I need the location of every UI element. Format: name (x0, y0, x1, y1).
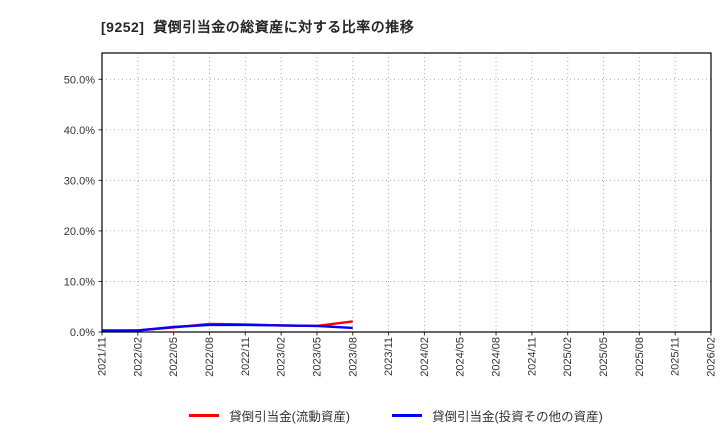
plot-border (101, 52, 712, 333)
legend-item-current-assets: 貸倒引当金(流動資産) (189, 406, 350, 425)
y-tick-label: 40.0% (64, 125, 95, 137)
y-tick-label: 30.0% (64, 175, 95, 187)
legend-label: 貸倒引当金(流動資産) (229, 409, 350, 424)
x-tick-label: 2023/02 (276, 337, 288, 377)
x-tick-label: 2023/08 (347, 337, 359, 377)
y-tick-label: 20.0% (64, 226, 95, 238)
x-tick-label: 2022/08 (204, 337, 216, 377)
x-tick-label: 2022/11 (240, 337, 252, 376)
legend-label: 貸倒引当金(投資その他の資産) (432, 409, 603, 424)
legend-swatch-blue-line (392, 413, 422, 417)
x-tick-label: 2022/02 (132, 337, 144, 377)
y-tick-label: 50.0% (64, 74, 95, 86)
x-tick-label: 2026/02 (706, 337, 718, 377)
x-tick-label: 2025/02 (562, 337, 574, 377)
y-tick-label: 0.0% (70, 327, 95, 339)
series-line-investments (102, 323, 353, 332)
chart-title: [9252] 貸倒引当金の総資産に対する比率の推移 (101, 19, 415, 35)
legend-item-investments: 貸倒引当金(投資その他の資産) (392, 406, 603, 425)
x-tick-label: 2024/05 (455, 337, 467, 377)
x-tick-label: 2024/08 (491, 337, 503, 377)
x-tick-label: 2021/11 (97, 337, 109, 376)
x-tick-label: 2024/11 (526, 337, 538, 376)
x-tick-label: 2025/05 (598, 337, 610, 377)
x-tick-label: 2022/05 (168, 337, 180, 377)
x-tick-label: 2025/08 (634, 337, 646, 377)
legend-swatch-red-line (189, 413, 220, 417)
x-tick-label: 2023/11 (383, 337, 395, 376)
y-tick-label: 10.0% (64, 276, 95, 288)
x-tick-label: 2024/02 (419, 337, 431, 377)
x-tick-label: 2023/05 (311, 337, 323, 377)
chart-legend: 貸倒引当金(流動資産) 貸倒引当金(投資その他の資産) (36, 402, 720, 428)
x-tick-label: 2025/11 (670, 337, 682, 376)
